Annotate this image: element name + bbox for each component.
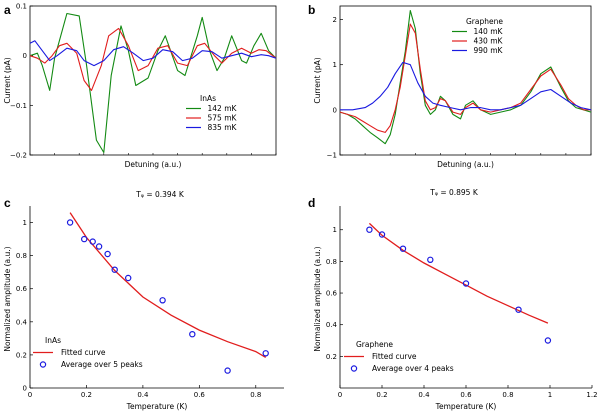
chart-d-legend-point-label: Average over 4 peaks xyxy=(372,364,454,373)
chart-a-plot: −0.2 −0.1 0 0.1 Detuning (a.u.) Current (pA) I… xyxy=(3,3,277,169)
chart-c-ytick-label: 0 xyxy=(23,385,27,393)
chart-b-plot: −1 0 1 2 Detuning (a.u.) Current (pA) Graphene… xyxy=(313,5,592,169)
chart-c-point xyxy=(80,235,88,243)
chart-c-plot: 0 0.2 0.4 0.6 0.8 0 0.2 0.4 0.6 0.8 1 Temperature (… xyxy=(3,206,284,411)
chart-b-xlabel: Detuning (a.u.) xyxy=(437,160,494,169)
chart-d-point xyxy=(462,280,470,287)
chart-d-point xyxy=(366,226,373,233)
chart-b-ytick-label: 1 xyxy=(333,61,337,69)
chart-d-xlabel: Temperature (K) xyxy=(435,402,497,411)
chart-a-legend-label-1: 575 mK xyxy=(208,114,238,123)
chart-b-legend-label-2: 990 mK xyxy=(474,46,504,55)
chart-d-title: Tᵩ = 0.895 K xyxy=(429,188,479,197)
chart-c-point xyxy=(159,297,166,304)
chart-c-xlabel: Temperature (K) xyxy=(126,402,188,411)
chart-d-ylabel: Normalized amplitude (a.u.) xyxy=(313,246,322,351)
chart-a-frame xyxy=(29,5,277,156)
chart-a-ytick-label: −0.2 xyxy=(10,152,27,160)
chart-b-ytick-label: 0 xyxy=(333,106,337,114)
chart-b-series-1 xyxy=(339,23,591,133)
chart-a-series-0 xyxy=(29,12,277,154)
chart-c-ylabel: Normalized amplitude (a.u.) xyxy=(3,246,12,351)
chart-d-point xyxy=(378,231,386,238)
chart-d-legend-title: Graphene xyxy=(356,340,393,349)
chart-c-xtick-label: 0.2 xyxy=(81,391,92,399)
chart-c-legend-point-label: Average over 5 peaks xyxy=(61,360,143,369)
chart-c-ytick-label: 0.8 xyxy=(16,252,27,260)
chart-b-legend-label-0: 140 mK xyxy=(474,27,504,36)
chart-d-xtick-label: 0.8 xyxy=(502,391,513,399)
chart-d-xtick-label: 1 xyxy=(548,391,552,399)
chart-a-legend-title: InAs xyxy=(200,94,216,103)
chart-c-point xyxy=(224,367,231,374)
chart-b-ytick-label: −1 xyxy=(327,152,337,160)
chart-b-series-2 xyxy=(340,61,592,111)
chart-a-ytick-label: 0.1 xyxy=(16,3,27,11)
chart-c-point xyxy=(89,238,96,245)
chart-d-ytick-label: 0.2 xyxy=(326,353,337,361)
chart-a-series-1 xyxy=(29,27,277,91)
chart-c-point xyxy=(66,219,74,226)
chart-c-xtick-label: 0.8 xyxy=(250,391,261,399)
chart-d-point xyxy=(427,256,434,263)
chart-c-legend-point-swatch xyxy=(39,361,47,368)
chart-c-title: Tᵩ = 0.394 K xyxy=(135,190,185,199)
chart-d-ytick-label: 0.6 xyxy=(326,290,338,298)
chart-a-xlabel: Detuning (a.u.) xyxy=(125,160,182,169)
chart-b-ytick-label: 2 xyxy=(333,16,337,24)
chart-c-fit-curve xyxy=(69,212,267,358)
chart-d-point xyxy=(515,306,522,313)
chart-a-ylabel: Current (pA) xyxy=(3,57,12,103)
chart-d-ytick-label: 0.4 xyxy=(326,321,338,329)
chart-c-xtick-label: 0.4 xyxy=(137,391,149,399)
chart-d-xtick-label: 0.6 xyxy=(460,391,472,399)
chart-c-ytick-label: 0.2 xyxy=(16,351,27,359)
chart-c-xtick-label: 0 xyxy=(28,391,32,399)
panel-label-a: a xyxy=(4,3,11,17)
chart-a-ytick-label: 0 xyxy=(23,52,27,60)
chart-c-point xyxy=(189,331,196,338)
chart-d-fit-curve xyxy=(368,222,549,324)
chart-d-legend-point-swatch xyxy=(350,365,358,372)
panel-label-c: c xyxy=(4,196,11,210)
chart-d-plot: 0 0.2 0.4 0.6 0.8 1 1.2 0.2 0.4 0.6 0.8 1 Temperatur… xyxy=(313,206,598,411)
chart-d-xtick-label: 0.2 xyxy=(376,391,387,399)
chart-d-xtick-label: 0 xyxy=(338,391,342,399)
chart-c-ytick-label: 0.6 xyxy=(16,285,28,293)
chart-d-xtick-label: 0.4 xyxy=(418,391,430,399)
chart-c-point xyxy=(262,350,269,357)
panel-label-b: b xyxy=(308,3,315,17)
chart-a-ytick-label: −0.1 xyxy=(10,102,27,110)
chart-d-legend-fit-label: Fitted curve xyxy=(372,352,417,361)
chart-c-xtick-label: 0.6 xyxy=(194,391,206,399)
chart-c-point xyxy=(95,243,103,250)
chart-d-ytick-label: 1 xyxy=(333,226,337,234)
chart-b-legend-label-1: 430 mK xyxy=(474,37,504,46)
chart-d-xtick-label: 1.2 xyxy=(586,391,597,399)
chart-a-legend-label-0: 142 mK xyxy=(208,104,238,113)
chart-a-series-2 xyxy=(29,40,277,67)
chart-b-legend-title: Graphene xyxy=(466,17,503,26)
chart-b-series-0 xyxy=(339,9,592,145)
chart-b-ylabel: Current (pA) xyxy=(313,57,322,103)
chart-b-frame xyxy=(339,5,592,156)
chart-c-point xyxy=(124,274,132,282)
chart-c-legend-fit-label: Fitted curve xyxy=(61,348,106,357)
chart-d-ytick-label: 0.8 xyxy=(326,258,337,266)
chart-c-point xyxy=(104,250,111,258)
chart-c-ytick-label: 0.4 xyxy=(16,318,28,326)
chart-c-legend-title: InAs xyxy=(45,336,61,345)
chart-d-point xyxy=(544,337,552,344)
chart-a-legend-label-2: 835 mK xyxy=(208,123,238,132)
chart-c-point xyxy=(111,266,118,273)
panel-label-d: d xyxy=(308,196,315,210)
chart-d-point xyxy=(399,245,407,252)
chart-c-ytick-label: 1 xyxy=(23,219,27,227)
